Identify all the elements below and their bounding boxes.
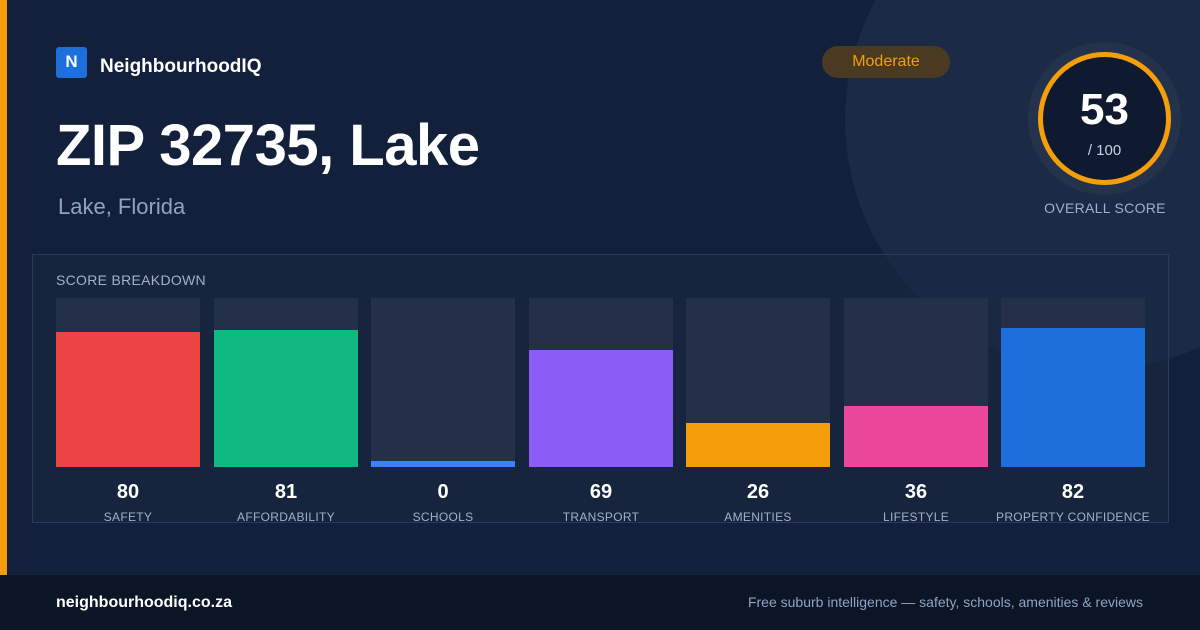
overall-score-max: / 100 — [1087, 142, 1122, 159]
score-bar-fill — [1001, 328, 1145, 467]
score-bar-label: SAFETY — [103, 510, 153, 524]
score-bar-label: SCHOOLS — [412, 510, 474, 524]
score-bar-value: 26 — [746, 481, 770, 503]
score-bar-track — [686, 298, 830, 467]
score-bar-value: 0 — [437, 481, 449, 503]
score-bar-fill — [529, 350, 673, 467]
accent-bar — [0, 0, 7, 575]
rating-badge: Moderate — [822, 46, 950, 78]
score-bar-label: LIFESTYLE — [882, 510, 950, 524]
score-bar-track — [214, 298, 358, 467]
brand-name: NeighbourhoodIQ — [100, 56, 262, 77]
score-bar-track — [56, 298, 200, 467]
score-bar-label: PROPERTY CONFIDENCE — [996, 510, 1150, 524]
score-bar-track — [1001, 298, 1145, 467]
brand: N NeighbourhoodIQ — [56, 46, 261, 78]
score-bar-fill — [214, 330, 358, 467]
score-bar-value: 36 — [904, 481, 928, 503]
score-breakdown-panel: SCORE BREAKDOWN 80 SAFETY 81 AFFORDABILITY 0… — [32, 254, 1169, 524]
score-bar-label: AMENITIES — [724, 510, 792, 524]
score-bar-track — [529, 298, 673, 467]
score-bar-fill — [686, 423, 830, 467]
score-bar-track — [371, 298, 515, 467]
score-bar-value: 81 — [274, 481, 298, 503]
score-breakdown-title: SCORE BREAKDOWN — [56, 272, 206, 288]
score-bar-fill — [371, 461, 515, 467]
score-bar-value: 80 — [116, 481, 140, 503]
overall-score-value: 53 — [1080, 85, 1129, 134]
location-subtitle: Lake, Florida — [58, 194, 186, 219]
overall-score-caption: OVERALL SCORE — [1044, 200, 1166, 216]
footer: neighbourhoodiq.co.za Free suburb intell… — [0, 575, 1200, 630]
footer-tagline: Free suburb intelligence — safety, schoo… — [747, 594, 1143, 610]
score-bar-value: 82 — [1061, 481, 1085, 503]
score-bar-track — [844, 298, 988, 467]
score-bar-label: TRANSPORT — [562, 510, 640, 524]
score-bar-value: 69 — [589, 481, 613, 503]
overall-score-ring: 53 / 100 — [1028, 42, 1181, 195]
score-bar-fill — [844, 406, 988, 467]
page-title: ZIP 32735, Lake — [56, 113, 480, 178]
score-bar-fill — [56, 331, 200, 467]
overall-score-dial: 53 / 100 — [1038, 52, 1171, 185]
score-bar-label: AFFORDABILITY — [237, 510, 335, 524]
brand-logo-icon: N — [56, 46, 87, 78]
footer-domain: neighbourhoodiq.co.za — [56, 594, 232, 611]
